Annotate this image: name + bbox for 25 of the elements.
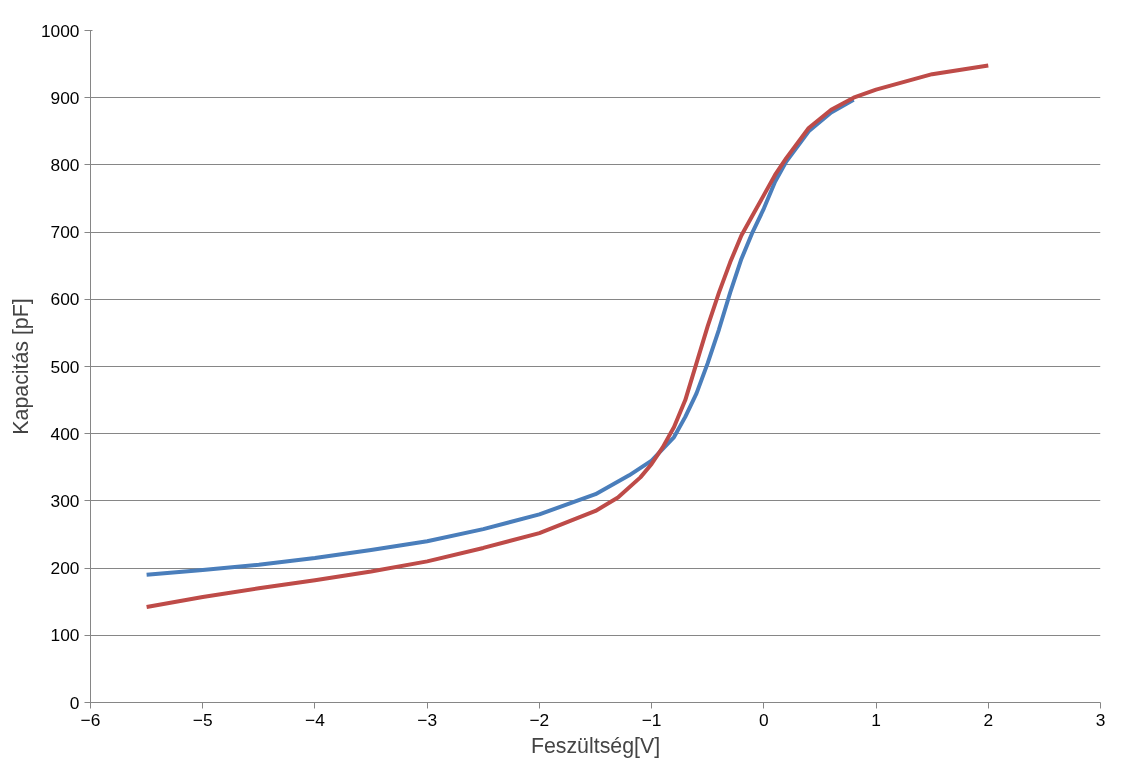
y-tick-label: 600 <box>50 289 80 310</box>
x-tick-label: 3 <box>1095 709 1106 730</box>
y-axis-title: Kapacitás [pF] <box>8 298 33 435</box>
y-tick-label: 1000 <box>40 20 80 41</box>
x-tick-label: 1 <box>871 709 881 730</box>
x-tick-label: −5 <box>192 709 213 730</box>
y-tick-label: 500 <box>50 356 80 377</box>
x-tick-label: −1 <box>641 709 662 730</box>
y-tick-label: 300 <box>50 490 80 511</box>
x-tick-label: −4 <box>305 709 326 730</box>
x-tick-label: −3 <box>417 709 438 730</box>
y-tick-label: 100 <box>50 625 80 646</box>
y-tick-label: 800 <box>50 154 80 175</box>
y-tick-label: 0 <box>69 692 80 713</box>
x-tick-label: 0 <box>759 709 769 730</box>
y-tick-label: 700 <box>50 222 80 243</box>
line-series <box>144 97 856 577</box>
y-tick-label: 200 <box>50 558 80 579</box>
y-tick-label: 900 <box>50 87 80 108</box>
x-tick-label: 2 <box>983 709 994 730</box>
x-tick-label: −6 <box>80 709 101 730</box>
x-tick-label: −2 <box>529 709 550 730</box>
line-series <box>144 63 991 610</box>
x-axis-title: Feszültség[V] <box>530 733 661 758</box>
y-tick-label: 400 <box>50 423 80 444</box>
